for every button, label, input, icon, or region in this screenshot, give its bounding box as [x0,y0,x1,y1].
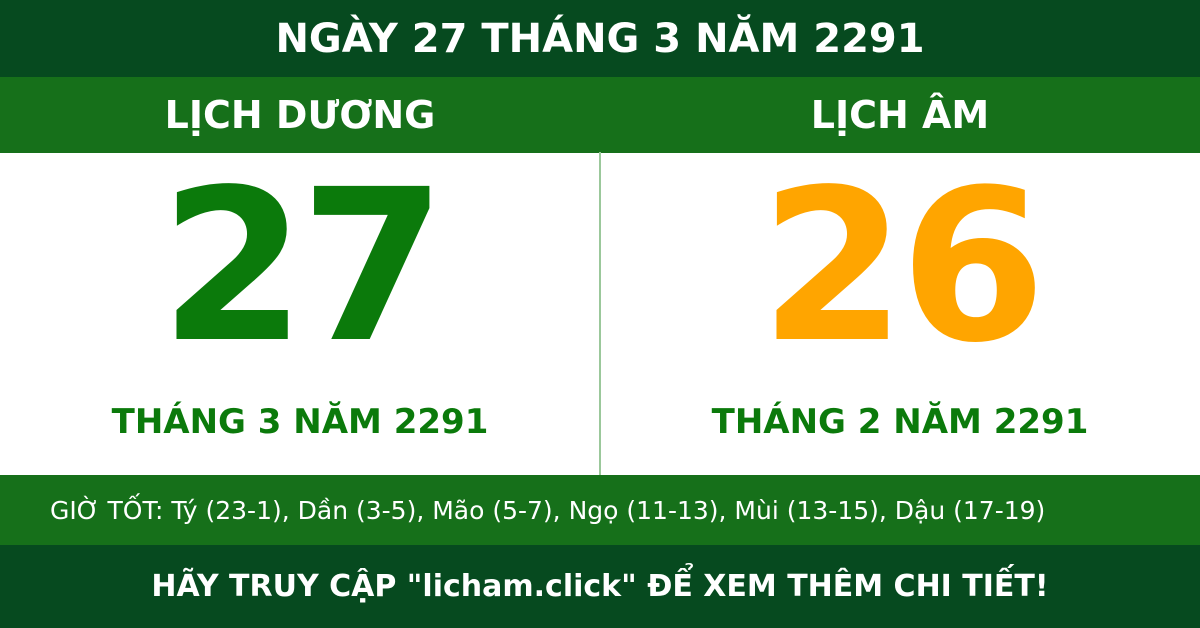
label-band [0,77,1200,153]
divider [599,152,601,475]
footer: HÃY TRUY CẬP "licham.click" ĐỂ XEM THÊM … [0,545,1200,628]
lunar-month-year: THÁNG 2 NĂM 2291 [711,402,1089,442]
solar-panel: 27 THÁNG 3 NĂM 2291 [0,152,600,475]
title: NGÀY 27 THÁNG 3 NĂM 2291 [0,0,1200,77]
solar-day: 27 [159,144,446,389]
lunar-panel: 26 THÁNG 2 NĂM 2291 [600,152,1200,475]
lunar-label: LỊCH ÂM [810,93,990,137]
good-hours: GIỜ TỐT: Tý (23-1), Dần (3-5), Mão (5-7)… [0,475,1200,545]
lunar-day: 26 [759,144,1046,389]
solar-label: LỊCH DƯƠNG [164,93,436,137]
solar-month-year: THÁNG 3 NĂM 2291 [111,402,489,442]
